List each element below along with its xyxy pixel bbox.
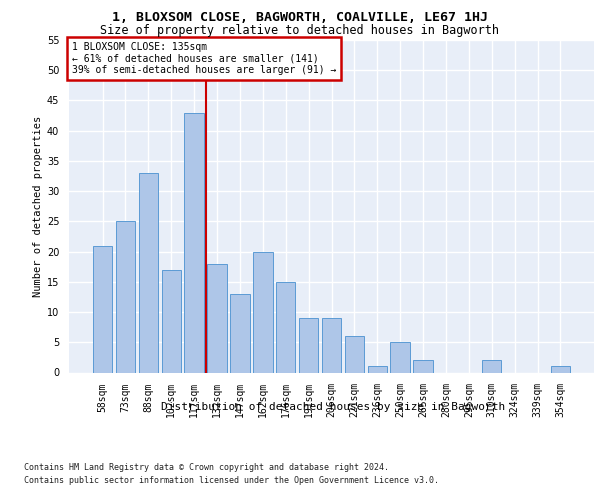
Bar	[116, 222, 135, 372]
Bar	[413, 360, 433, 372]
Bar	[391, 342, 410, 372]
Text: Size of property relative to detached houses in Bagworth: Size of property relative to detached ho…	[101, 24, 499, 37]
Text: Contains public sector information licensed under the Open Government Licence v3: Contains public sector information licen…	[24, 476, 439, 485]
Bar	[208, 264, 227, 372]
Bar	[482, 360, 502, 372]
Text: 1 BLOXSOM CLOSE: 135sqm
← 61% of detached houses are smaller (141)
39% of semi-d: 1 BLOXSOM CLOSE: 135sqm ← 61% of detache…	[71, 42, 336, 75]
Bar	[299, 318, 319, 372]
Bar	[184, 112, 204, 372]
Bar	[139, 173, 158, 372]
Bar	[322, 318, 341, 372]
Bar	[161, 270, 181, 372]
Text: 1, BLOXSOM CLOSE, BAGWORTH, COALVILLE, LE67 1HJ: 1, BLOXSOM CLOSE, BAGWORTH, COALVILLE, L…	[112, 11, 488, 24]
Bar	[93, 246, 112, 372]
Bar	[344, 336, 364, 372]
Bar	[276, 282, 295, 372]
Text: Contains HM Land Registry data © Crown copyright and database right 2024.: Contains HM Land Registry data © Crown c…	[24, 462, 389, 471]
Text: Distribution of detached houses by size in Bagworth: Distribution of detached houses by size …	[161, 402, 505, 412]
Bar	[551, 366, 570, 372]
Y-axis label: Number of detached properties: Number of detached properties	[32, 116, 43, 297]
Bar	[230, 294, 250, 372]
Bar	[253, 252, 272, 372]
Bar	[368, 366, 387, 372]
